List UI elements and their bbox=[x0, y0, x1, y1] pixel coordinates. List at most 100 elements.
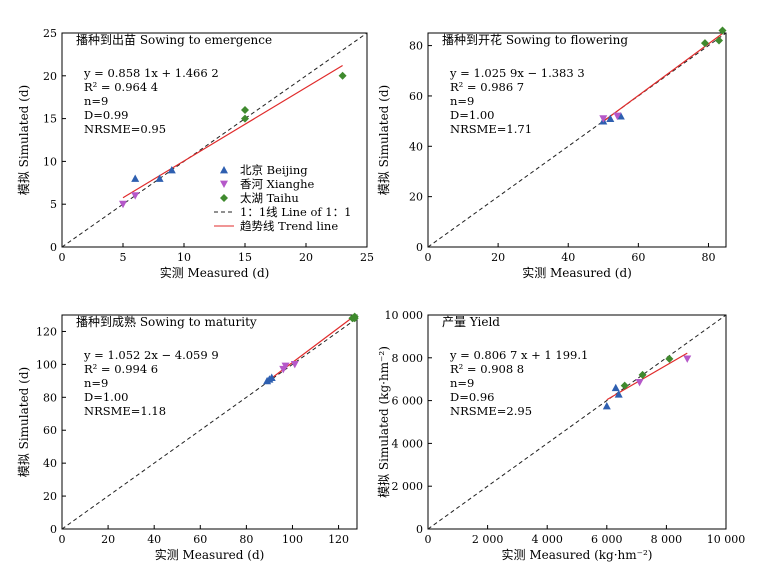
stat-nrsme: NRSME=0.95 bbox=[84, 122, 166, 136]
data-point-xianghe bbox=[683, 355, 692, 363]
stat-r2: R² = 0.908 8 bbox=[450, 362, 524, 376]
one-to-one-line bbox=[61, 317, 358, 530]
x-tick-label: 6 000 bbox=[591, 533, 623, 546]
x-tick-label: 25 bbox=[360, 251, 374, 264]
stat-equation: y = 1.052 2x − 4.059 9 bbox=[83, 348, 219, 362]
stat-d: D=1.00 bbox=[84, 390, 128, 404]
y-tick-label: 80 bbox=[409, 40, 423, 53]
stat-n: n=9 bbox=[450, 376, 474, 390]
x-tick-label: 10 bbox=[177, 251, 191, 264]
x-tick-label: 4 000 bbox=[531, 533, 563, 546]
data-point-taihu bbox=[620, 381, 629, 390]
data-point-beijing bbox=[611, 383, 620, 392]
data-point-taihu bbox=[338, 71, 347, 80]
legend-swatch-taihu bbox=[220, 194, 228, 202]
data-point-xianghe bbox=[131, 192, 140, 200]
stat-r2: R² = 0.964 4 bbox=[84, 80, 158, 94]
chart-panel-1: 0 5 10 15 20 25 0 5 10 15 20 25 实测 Measured (d) 模拟 Si… bbox=[17, 27, 374, 280]
y-tick-label: 4 000 bbox=[392, 437, 424, 450]
y-tick-label: 10 bbox=[43, 155, 57, 168]
y-tick-label: 0 bbox=[416, 241, 423, 254]
one-to-one-line bbox=[427, 32, 727, 248]
y-tick-label: 0 bbox=[50, 523, 57, 536]
x-tick-label: 15 bbox=[238, 251, 252, 264]
data-point-taihu bbox=[718, 26, 727, 35]
x-tick-label: 80 bbox=[239, 533, 253, 546]
panel-title: 播种到出苗 Sowing to emergence bbox=[76, 33, 272, 47]
one-to-one-line bbox=[427, 314, 727, 530]
legend-label-one_to_one: 1：1线 Line of 1：1 bbox=[240, 205, 351, 219]
x-tick-label: 60 bbox=[193, 533, 207, 546]
data-point-xianghe bbox=[290, 360, 299, 369]
y-axis-title: 模拟 Simulated (d) bbox=[17, 367, 31, 477]
y-tick-label: 8 000 bbox=[392, 352, 424, 365]
x-tick-label: 10 000 bbox=[707, 533, 746, 546]
y-axis-title: 模拟 Simulated (d) bbox=[17, 85, 31, 195]
y-tick-label: 120 bbox=[36, 325, 57, 338]
data-point-xianghe bbox=[119, 200, 127, 209]
data-point-taihu bbox=[714, 36, 723, 45]
y-tick-label: 0 bbox=[50, 241, 57, 254]
data-point-beijing bbox=[602, 401, 611, 410]
data-point-beijing bbox=[167, 165, 176, 174]
y-axis-title: 模拟 Simulated (d) bbox=[377, 85, 391, 195]
data-point-beijing bbox=[606, 114, 615, 122]
data-point-taihu bbox=[241, 106, 249, 115]
chart-panel-3: 0 20 40 60 80 100 120 0 20 40 60 80 100 120 实测 Measure… bbox=[17, 312, 359, 562]
y-tick-label: 10 000 bbox=[385, 309, 424, 322]
plot-frame bbox=[427, 32, 727, 248]
x-tick-label: 0 bbox=[425, 533, 432, 546]
x-tick-label: 80 bbox=[701, 251, 715, 264]
legend-swatch-xianghe bbox=[220, 180, 228, 188]
data-point-taihu bbox=[665, 354, 674, 363]
stat-equation: y = 0.806 7 x + 1 199.1 bbox=[449, 348, 588, 362]
data-point-taihu bbox=[350, 314, 359, 323]
chart-panel-2: 0 20 40 60 80 0 20 40 60 80 实测 Measured (d) 模拟 Simu… bbox=[377, 26, 727, 280]
stat-d: D=1.00 bbox=[450, 108, 494, 122]
x-tick-label: 5 bbox=[120, 251, 127, 264]
stat-d: D=0.99 bbox=[84, 108, 128, 122]
y-tick-label: 20 bbox=[43, 490, 57, 503]
data-point-beijing bbox=[614, 390, 623, 398]
plot-frame bbox=[61, 314, 358, 530]
x-tick-label: 2 000 bbox=[472, 533, 504, 546]
stat-nrsme: NRSME=1.71 bbox=[450, 122, 532, 136]
y-tick-label: 40 bbox=[43, 457, 57, 470]
y-tick-label: 60 bbox=[43, 424, 57, 437]
x-tick-label: 20 bbox=[299, 251, 313, 264]
y-tick-label: 80 bbox=[43, 391, 57, 404]
data-point-beijing bbox=[131, 174, 140, 182]
x-tick-label: 20 bbox=[491, 251, 505, 264]
panel-title: 播种到开花 Sowing to flowering bbox=[442, 32, 628, 47]
legend-label-taihu: 太湖 Taihu bbox=[240, 191, 299, 205]
trend-line bbox=[266, 315, 356, 383]
x-tick-label: 0 bbox=[425, 251, 432, 264]
data-point-xianghe bbox=[635, 379, 644, 387]
stat-nrsme: NRSME=1.18 bbox=[84, 404, 166, 418]
stat-r2: R² = 0.994 6 bbox=[84, 362, 158, 376]
stat-equation: y = 0.858 1x + 1.466 2 bbox=[83, 66, 219, 80]
data-point-xianghe bbox=[613, 112, 622, 121]
data-point-xianghe bbox=[281, 362, 290, 371]
legend-swatch-beijing bbox=[220, 166, 228, 174]
y-tick-label: 40 bbox=[409, 140, 423, 153]
x-tick-label: 60 bbox=[631, 251, 645, 264]
data-point-taihu bbox=[638, 370, 647, 379]
x-tick-label: 40 bbox=[561, 251, 575, 264]
trend-line bbox=[606, 352, 688, 401]
y-tick-label: 5 bbox=[50, 198, 57, 211]
y-tick-label: 2 000 bbox=[392, 480, 424, 493]
x-tick-label: 120 bbox=[328, 533, 349, 546]
trend-line bbox=[602, 33, 723, 122]
panel-title: 播种到成熟 Sowing to maturity bbox=[76, 314, 257, 329]
x-axis-title: 实测 Measured (d) bbox=[155, 547, 265, 562]
one-to-one-line bbox=[61, 32, 368, 248]
stat-equation: y = 1.025 9x − 1.383 3 bbox=[449, 66, 585, 80]
y-tick-label: 15 bbox=[43, 113, 57, 126]
data-point-beijing bbox=[616, 112, 625, 120]
y-tick-label: 20 bbox=[409, 191, 423, 204]
x-axis-title: 实测 Measured (d) bbox=[522, 265, 632, 280]
data-point-beijing bbox=[267, 373, 276, 381]
